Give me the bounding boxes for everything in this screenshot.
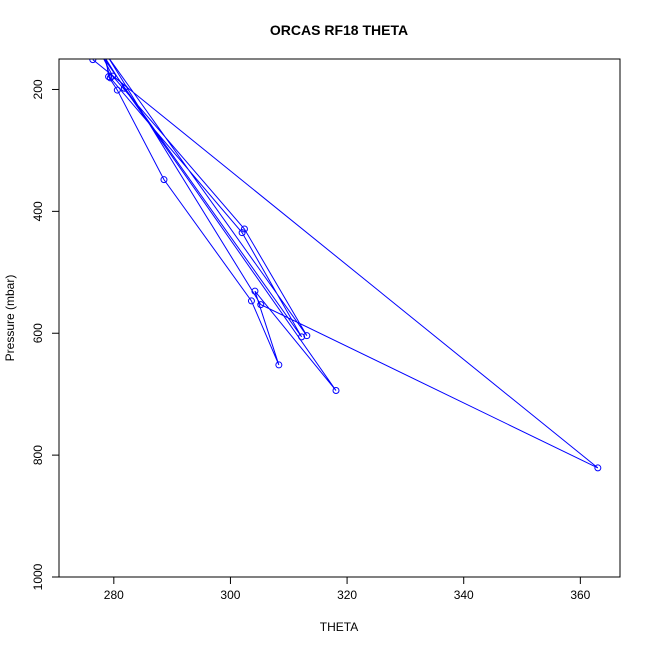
data-point <box>303 332 311 340</box>
series-line <box>92 59 599 469</box>
data-point <box>100 59 104 60</box>
data-point <box>275 361 283 369</box>
data-point <box>240 225 248 233</box>
data-point <box>298 333 306 341</box>
data-point <box>332 387 340 395</box>
data-point <box>105 59 110 60</box>
data-point <box>105 73 113 81</box>
data-point <box>160 176 168 184</box>
y-tick-label: 800 <box>31 445 45 465</box>
data-point <box>247 297 255 305</box>
data-point <box>120 84 128 92</box>
data-point <box>102 59 106 60</box>
x-tick-label: 280 <box>104 588 124 602</box>
data-point <box>251 287 259 295</box>
data-point <box>103 59 108 60</box>
y-tick-label: 1000 <box>31 563 45 590</box>
x-tick-label: 320 <box>337 588 357 602</box>
x-axis: 280 300 320 340 360 <box>104 577 591 602</box>
data-point <box>113 86 121 94</box>
y-tick-label: 400 <box>31 201 45 221</box>
data-point <box>594 464 602 472</box>
data-point <box>257 301 265 309</box>
y-axis: 200 400 600 800 1000 <box>31 79 59 590</box>
x-tick-label: 340 <box>454 588 474 602</box>
data-point <box>89 59 97 64</box>
y-tick-label: 200 <box>31 79 45 99</box>
y-axis-label: Pressure (mbar) <box>3 275 17 362</box>
chart-title: ORCAS RF18 THETA <box>270 22 408 38</box>
data-point <box>238 229 246 237</box>
plot-frame <box>58 58 621 578</box>
data-point <box>109 72 117 80</box>
x-tick-label: 300 <box>220 588 240 602</box>
x-axis-label: THETA <box>320 620 358 634</box>
y-tick-label: 600 <box>31 323 45 343</box>
x-tick-label: 360 <box>570 588 590 602</box>
series-layer <box>89 59 602 472</box>
